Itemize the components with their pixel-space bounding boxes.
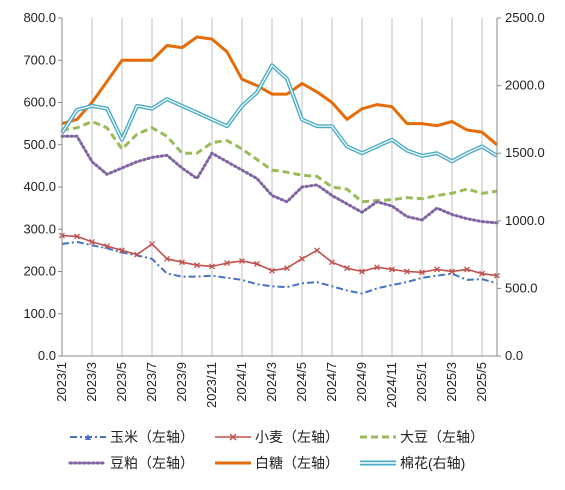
x-tick-label: 2023/9 xyxy=(174,362,189,402)
series-layer xyxy=(59,35,500,295)
x-tick-label: 2023/3 xyxy=(84,362,99,402)
x-tick-label: 2024/3 xyxy=(264,362,279,402)
x-tick-label: 2024/7 xyxy=(324,362,339,402)
y-right-tick-label: 2000.0 xyxy=(505,78,545,93)
legend-item: 豆粕（左轴） xyxy=(68,455,194,471)
series-line-1 xyxy=(61,234,498,277)
x-tick-label: 2025/3 xyxy=(444,362,459,402)
x-tick-label: 2024/5 xyxy=(294,362,309,402)
x-tick-label: 2023/11 xyxy=(204,362,219,408)
y-left-tick-label: 800.0 xyxy=(23,10,56,25)
series-point-1 xyxy=(239,257,245,264)
series-point-1 xyxy=(89,238,95,245)
x-tick-label: 2025/1 xyxy=(414,362,429,402)
series-point-1 xyxy=(134,251,140,258)
series-point-1 xyxy=(359,268,365,275)
legend-item: 白糖（左轴） xyxy=(215,455,339,471)
series-line-2 xyxy=(61,120,498,204)
y-left-tick-label: 700.0 xyxy=(23,52,56,67)
series-line-4 xyxy=(61,35,498,146)
x-tick-label: 2023/1 xyxy=(54,362,69,402)
series-point-1 xyxy=(464,266,470,273)
legend-item: 棉花(右轴) xyxy=(360,455,465,471)
legend-label: 豆粕（左轴） xyxy=(110,455,194,471)
series-point-1 xyxy=(179,259,185,266)
series-point-1 xyxy=(74,233,80,240)
x-tick-label: 2024/11 xyxy=(384,362,399,408)
series-point-1 xyxy=(119,247,125,254)
y-left-tick-label: 0.0 xyxy=(38,348,56,363)
axis-layer: 0.0 100.0 200.0 300.0 400.0 500.0 600.0 700.0 80… xyxy=(23,10,544,408)
legend-item: 玉米（左轴） xyxy=(70,429,194,445)
series-point-1 xyxy=(164,255,170,262)
y-right-tick-label: 0.0 xyxy=(505,348,523,363)
series-point-1 xyxy=(374,264,380,271)
series-point-1 xyxy=(194,262,200,269)
y-right-tick-label: 2500.0 xyxy=(505,10,545,25)
grid-layer xyxy=(61,18,483,356)
y-left-tick-label: 600.0 xyxy=(23,95,56,110)
legend-label: 棉花(右轴) xyxy=(400,455,465,471)
y-left-tick-label: 300.0 xyxy=(23,221,56,236)
series-point-1 xyxy=(419,269,425,276)
series-point-1 xyxy=(344,265,350,272)
series-point-1 xyxy=(149,241,155,247)
x-tick-label: 2023/5 xyxy=(114,362,129,402)
y-right-tick-label: 500.0 xyxy=(505,280,538,295)
legend-label: 玉米（左轴） xyxy=(110,429,194,445)
series-point-1 xyxy=(254,260,260,267)
y-right-tick-label: 1000.0 xyxy=(505,213,545,228)
y-left-tick-label: 100.0 xyxy=(23,306,56,321)
legend-item: 大豆（左轴） xyxy=(360,429,484,445)
series-point-1 xyxy=(329,259,335,266)
series-point-1 xyxy=(389,266,395,273)
series-point-1 xyxy=(209,263,215,270)
series-point-1 xyxy=(434,266,440,273)
x-tick-label: 2023/7 xyxy=(144,362,159,402)
series-line-3 xyxy=(60,134,499,225)
x-tick-label: 2025/5 xyxy=(474,362,489,402)
series-point-1 xyxy=(104,243,110,250)
y-right-tick-label: 1500.0 xyxy=(505,145,545,160)
series-point-1 xyxy=(269,267,275,274)
series-point-1 xyxy=(479,270,485,277)
legend-label: 小麦（左轴） xyxy=(255,429,339,445)
legend-marker xyxy=(229,433,237,441)
series-point-1 xyxy=(224,260,230,267)
series-point-1 xyxy=(404,268,410,275)
legend: 玉米（左轴） 小麦（左轴） 大豆（左轴） 豆粕（左轴） 白糖（左轴） 棉花(右轴) xyxy=(68,429,484,471)
x-tick-label: 2024/9 xyxy=(354,362,369,402)
series-point-1 xyxy=(449,268,455,275)
x-tick-label: 2024/1 xyxy=(234,362,249,402)
series-line-5-inner xyxy=(61,64,498,162)
legend-label: 大豆（左轴） xyxy=(400,429,484,445)
legend-marker xyxy=(85,434,91,440)
series-line-5 xyxy=(60,63,499,164)
legend-label: 白糖（左轴） xyxy=(255,455,339,471)
series-point-1 xyxy=(299,255,305,262)
y-left-tick-label: 200.0 xyxy=(23,264,56,279)
y-left-tick-label: 400.0 xyxy=(23,179,56,194)
series-point-1 xyxy=(314,247,320,254)
series-line-0 xyxy=(61,240,498,295)
y-left-tick-label: 500.0 xyxy=(23,137,56,152)
legend-item: 小麦（左轴） xyxy=(215,429,339,445)
series-point-1 xyxy=(284,265,290,272)
